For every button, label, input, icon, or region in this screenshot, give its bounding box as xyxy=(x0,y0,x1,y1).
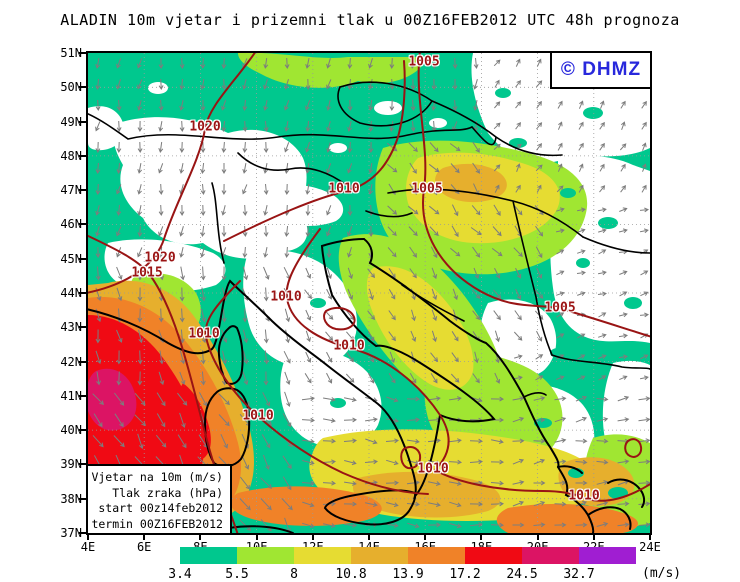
lon-axis-tick xyxy=(592,533,595,540)
legend-line-pressure: Tlak zraka (hPa) xyxy=(112,485,223,500)
lon-axis-tick xyxy=(143,533,146,540)
lat-axis-tick xyxy=(79,360,86,363)
legend-line-start: start 00z14feb2012 xyxy=(98,501,223,515)
colorbar-tick-label: 10.8 xyxy=(335,567,367,582)
dhmz-watermark-box: © DHMZ xyxy=(550,51,652,89)
colorbar-tick-label: 3.4 xyxy=(168,567,192,582)
lat-axis-tick xyxy=(79,257,86,260)
colorbar-tick-label: 24.5 xyxy=(506,567,538,582)
colorbar-segment xyxy=(408,547,465,564)
lat-axis-tick xyxy=(79,189,86,192)
lat-axis-label: 44N xyxy=(60,286,82,300)
colorbar-segment xyxy=(465,547,522,564)
lat-axis-label: 45N xyxy=(60,251,82,266)
colorbar-segment xyxy=(180,547,237,564)
map-frame: 1005 1020 1010 1005 1020 1015 1010 1005 1010 1010… xyxy=(86,51,652,535)
colorbar-segment xyxy=(522,547,579,564)
colorbar-segment xyxy=(294,547,351,564)
lat-axis-label: 39N xyxy=(60,457,82,472)
pressure-label-1020: 1020 xyxy=(144,250,176,266)
lon-axis-tick xyxy=(199,533,202,540)
lat-axis-tick xyxy=(79,497,86,500)
lon-axis-tick xyxy=(649,533,651,540)
lat-axis-label: 43N xyxy=(60,320,82,335)
wind-field-map xyxy=(88,53,650,533)
lat-axis-tick xyxy=(79,86,86,89)
lon-axis-label: 24E xyxy=(639,540,661,554)
legend-info-box: Vjetar na 10m (m/s) Tlak zraka (hPa) sta… xyxy=(86,464,232,535)
lat-axis-tick xyxy=(79,429,86,432)
pressure-label-1005: 1005 xyxy=(408,54,440,70)
lat-axis-label: 49N xyxy=(60,114,82,129)
lat-axis-label: 38N xyxy=(60,491,82,506)
lat-axis-tick xyxy=(79,326,86,329)
lat-axis-label: 37N xyxy=(60,526,82,540)
lon-axis-label: 6E xyxy=(136,540,152,554)
colorbar-segment xyxy=(237,547,294,564)
colorbar-unit-label: (m/s) xyxy=(642,566,682,581)
colorbar-segment xyxy=(579,547,636,564)
lat-axis-label: 41N xyxy=(60,388,82,403)
lat-axis-label: 42N xyxy=(60,354,82,369)
pressure-label-1010: 1010 xyxy=(333,338,365,354)
lon-axis-label: 4E xyxy=(80,540,96,554)
lat-axis-label: 40N xyxy=(60,423,82,438)
lat-axis-label: 48N xyxy=(60,148,82,163)
colorbar-tick-label: 5.5 xyxy=(225,567,249,582)
pressure-label-1010: 1010 xyxy=(568,488,600,504)
colorbar xyxy=(180,547,636,564)
lat-axis-tick xyxy=(79,292,86,294)
colorbar-tick-label: 8 xyxy=(290,567,298,582)
pressure-label-1005: 1005 xyxy=(544,300,576,316)
lon-axis-tick xyxy=(368,533,370,540)
lat-axis-label: 46N xyxy=(60,217,82,232)
lat-axis-tick xyxy=(79,394,86,397)
colorbar-segment xyxy=(351,547,408,564)
colorbar-tick-label: 32.7 xyxy=(563,567,595,582)
legend-line-termin: termin 00Z16FEB2012 xyxy=(91,516,223,531)
pressure-label-1005: 1005 xyxy=(411,181,443,197)
lat-axis-tick xyxy=(79,120,86,123)
pressure-label-1015: 1015 xyxy=(131,265,163,281)
pressure-label-1010: 1010 xyxy=(270,289,302,305)
pressure-label-1020: 1020 xyxy=(189,119,221,135)
pressure-label-1010: 1010 xyxy=(417,461,449,477)
lat-axis-label: 50N xyxy=(60,80,82,95)
pressure-label-1010: 1010 xyxy=(328,181,360,197)
lon-axis-tick xyxy=(255,533,258,540)
copyright-text: © DHMZ xyxy=(560,59,642,80)
pressure-label-1010: 1010 xyxy=(242,408,274,424)
lat-axis-tick xyxy=(79,532,86,534)
colorbar-tick-label: 17.2 xyxy=(449,567,481,582)
lat-axis-tick xyxy=(79,154,86,157)
page-title: ALADIN 10m vjetar i prizemni tlak u 00Z1… xyxy=(60,11,680,29)
lon-axis-tick xyxy=(424,533,427,540)
lon-axis-tick xyxy=(480,533,483,540)
lon-axis-tick xyxy=(536,533,539,540)
lat-axis-label: 51N xyxy=(60,46,82,60)
legend-line-wind: Vjetar na 10m (m/s) xyxy=(91,470,223,484)
isobars xyxy=(88,53,650,533)
lat-axis-tick xyxy=(79,223,86,226)
inland-borders xyxy=(88,81,650,398)
lat-axis-label: 47N xyxy=(60,183,82,198)
lat-axis-tick xyxy=(79,463,86,466)
lat-axis-tick xyxy=(79,52,86,54)
lon-axis-tick xyxy=(87,533,89,540)
lon-axis-tick xyxy=(311,533,314,540)
colorbar-tick-label: 13.9 xyxy=(392,567,424,582)
pressure-label-1010: 1010 xyxy=(188,326,220,342)
